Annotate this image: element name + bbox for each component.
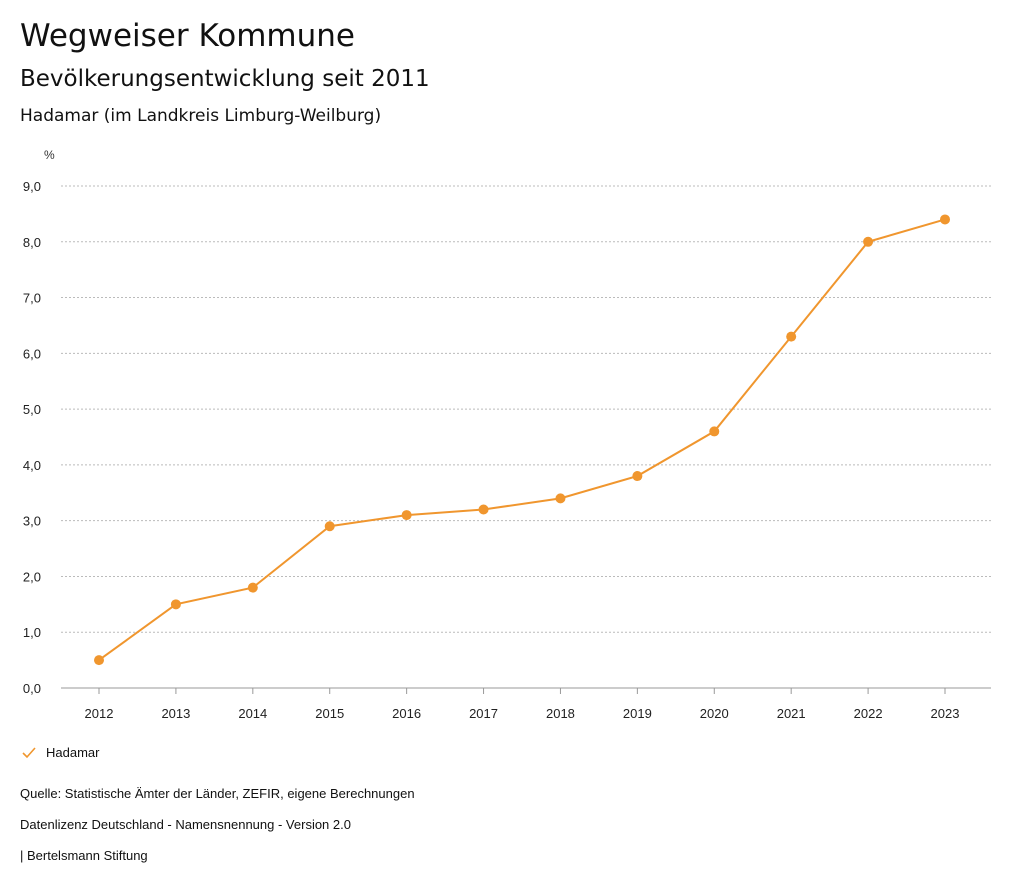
x-tick-label: 2017 bbox=[469, 706, 498, 721]
page-title: Wegweiser Kommune bbox=[20, 18, 355, 54]
license-note: Datenlizenz Deutschland - Namensnennung … bbox=[20, 817, 351, 832]
check-icon bbox=[22, 746, 36, 758]
data-point bbox=[555, 493, 566, 504]
legend-label: Hadamar bbox=[46, 745, 100, 760]
data-point bbox=[863, 236, 874, 247]
y-tick-label: 3,0 bbox=[23, 514, 41, 529]
y-axis-unit: % bbox=[44, 148, 55, 162]
data-point bbox=[632, 471, 643, 482]
line-chart: % 0,0 1,0 2,0 3,0 4,0 5,0 6,0 7,0 8,0 9,0 2012 2013 2… bbox=[23, 148, 991, 721]
x-tick-label: 2013 bbox=[161, 706, 190, 721]
y-tick-label: 5,0 bbox=[23, 402, 41, 417]
data-point bbox=[940, 214, 950, 225]
data-point bbox=[478, 504, 489, 515]
series-line bbox=[98, 218, 946, 661]
data-point bbox=[709, 426, 720, 437]
x-tick-label: 2015 bbox=[315, 706, 344, 721]
y-tick-label: 4,0 bbox=[23, 458, 41, 473]
data-point bbox=[170, 599, 181, 610]
x-tick-label: 2012 bbox=[85, 706, 114, 721]
y-tick-label: 2,0 bbox=[23, 569, 41, 584]
y-tick-label: 9,0 bbox=[23, 179, 41, 194]
x-tick-label: 2018 bbox=[546, 706, 575, 721]
data-point bbox=[401, 510, 412, 521]
y-tick-label: 0,0 bbox=[23, 681, 41, 696]
chart-subtitle: Bevölkerungsentwicklung seit 2011 bbox=[20, 66, 430, 92]
data-point bbox=[324, 521, 335, 532]
x-tick-label: 2014 bbox=[238, 706, 267, 721]
region-label: Hadamar (im Landkreis Limburg-Weilburg) bbox=[20, 106, 382, 126]
y-tick-label: 7,0 bbox=[23, 291, 41, 306]
x-tick-label: 2019 bbox=[623, 706, 652, 721]
source-note: Quelle: Statistische Ämter der Länder, Z… bbox=[20, 786, 415, 801]
brand-note[interactable]: | Bertelsmann Stiftung bbox=[20, 848, 148, 863]
data-point bbox=[786, 331, 797, 342]
x-tick-label: 2022 bbox=[854, 706, 883, 721]
x-tick-label: 2021 bbox=[777, 706, 806, 721]
y-tick-label: 1,0 bbox=[23, 625, 41, 640]
data-point bbox=[94, 655, 104, 666]
legend-item-hadamar[interactable]: Hadamar bbox=[22, 745, 99, 760]
x-tick-label: 2020 bbox=[700, 706, 729, 721]
x-tick-label: 2023 bbox=[931, 706, 960, 721]
y-tick-label: 8,0 bbox=[23, 235, 41, 250]
y-tick-label: 6,0 bbox=[23, 346, 41, 361]
x-tick-label: 2016 bbox=[392, 706, 421, 721]
data-point bbox=[247, 582, 258, 593]
